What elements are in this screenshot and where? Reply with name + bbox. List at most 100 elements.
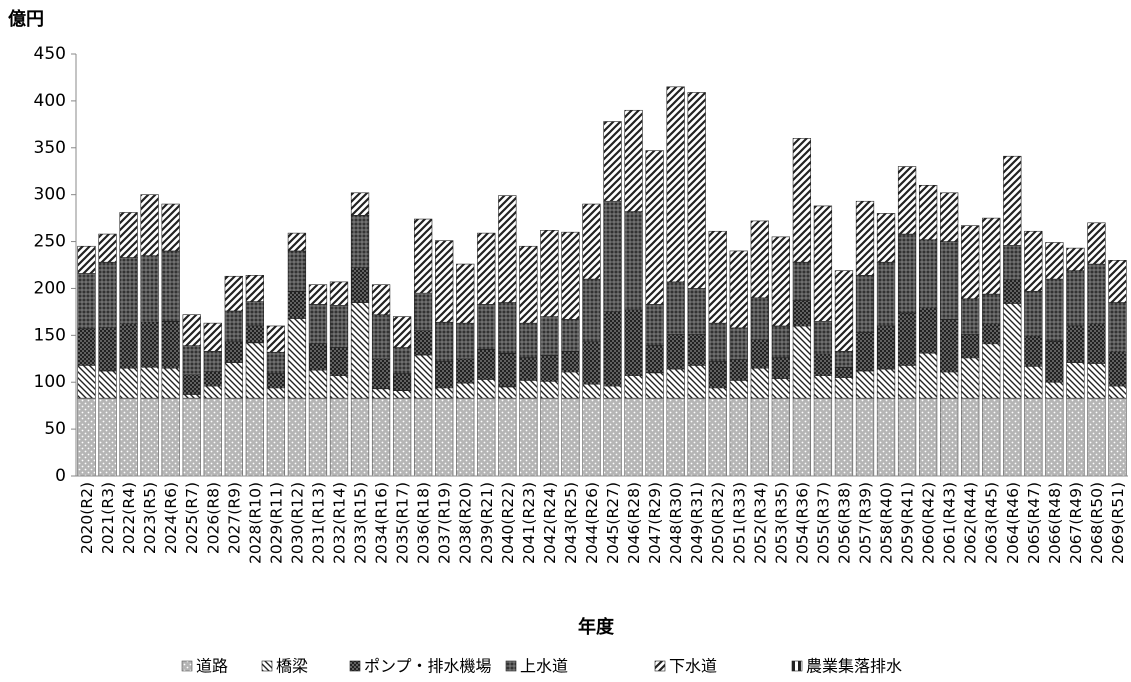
bar-segment — [266, 397, 286, 477]
bar-segment — [834, 270, 854, 352]
bar-segment — [435, 240, 454, 323]
bar-segment — [897, 365, 917, 399]
bar-segment — [624, 109, 643, 212]
x-axis-title: 年度 — [578, 616, 615, 638]
bar-segment — [350, 267, 370, 303]
x-tick-label: 2029(R11) — [267, 482, 285, 564]
bar-segment — [456, 382, 475, 399]
y-tick-label: 100 — [34, 372, 66, 392]
x-tick-label: 2038(R20) — [457, 482, 475, 564]
legend-swatch — [261, 660, 273, 672]
bar-segment — [834, 366, 854, 378]
x-tick-group: 2069(R51) — [1109, 482, 1127, 564]
x-tick-label: 2051(R33) — [730, 482, 748, 564]
bar-segment — [540, 397, 559, 477]
bar-segment — [624, 397, 643, 477]
legend-swatch — [505, 660, 517, 672]
bar-segment — [1045, 381, 1064, 399]
x-tick-label: 2037(R19) — [436, 482, 454, 564]
bar-segment — [666, 368, 685, 399]
bar-segment — [350, 397, 370, 477]
bar-segment — [834, 377, 854, 399]
bar-segment — [961, 397, 980, 477]
x-tick-group: 2020(R2) — [78, 482, 96, 554]
bar-segment — [98, 397, 117, 477]
bar-segment — [582, 383, 601, 399]
y-tick-label: 0 — [55, 466, 66, 486]
x-tick-group: 2045(R27) — [604, 482, 622, 564]
bar-segment — [77, 365, 96, 399]
bar-segment — [1066, 397, 1085, 477]
legend-label: 上水道 — [520, 657, 568, 676]
bar-segment — [287, 318, 307, 399]
bar-segment — [77, 273, 96, 330]
bar-segment — [582, 341, 601, 385]
bar-segment — [750, 297, 769, 341]
x-tick-label: 2025(R7) — [183, 482, 201, 554]
bar-segment — [771, 357, 790, 379]
bar-segment — [329, 397, 349, 477]
bar-segment — [792, 397, 812, 477]
x-tick-group: 2024(R6) — [162, 482, 180, 554]
bar-segment — [687, 334, 706, 366]
bar-segment — [940, 192, 959, 242]
bar-segment — [203, 371, 222, 387]
bar-segment — [182, 345, 201, 376]
x-tick-group: 2028(R10) — [246, 482, 264, 564]
bar-segment — [308, 304, 328, 345]
bar-segment — [1066, 247, 1085, 271]
bar-segment — [624, 309, 643, 376]
bar-segment — [1087, 397, 1106, 477]
legend-swatch — [349, 660, 361, 672]
x-tick-label: 2047(R29) — [646, 482, 664, 564]
bar-segment — [477, 397, 496, 477]
x-tick-group: 2038(R20) — [457, 482, 475, 564]
x-tick-label: 2048(R30) — [667, 482, 685, 564]
bar-segment — [329, 375, 349, 399]
bar-segment — [245, 397, 264, 477]
bar-segment — [392, 373, 412, 391]
x-tick-label: 2035(R17) — [394, 482, 412, 564]
x-tick-group: 2025(R7) — [183, 482, 201, 554]
bar-segment — [813, 320, 833, 355]
bar-segment — [940, 371, 959, 399]
bar-segment — [561, 397, 580, 477]
bar-segment — [287, 290, 307, 319]
bar-segment — [119, 323, 138, 369]
bar-segment — [477, 304, 496, 350]
bar-segment — [729, 359, 748, 381]
bar-segment — [140, 366, 159, 399]
x-tick-label: 2068(R50) — [1088, 482, 1106, 564]
x-tick-label: 2053(R35) — [772, 482, 790, 564]
bar-segment — [477, 349, 496, 380]
bar-segment — [371, 397, 391, 477]
bar-segment — [582, 278, 601, 343]
bar-segment — [1108, 385, 1127, 399]
bar-segment — [414, 397, 433, 477]
bar-segment — [982, 323, 1001, 345]
bar-segment — [350, 214, 370, 269]
x-tick-label: 2034(R16) — [373, 482, 391, 564]
bar-segment — [708, 387, 727, 399]
y-tick-label: 450 — [34, 44, 66, 64]
bar-segment — [666, 86, 685, 283]
x-tick-label: 2063(R45) — [983, 482, 1001, 564]
bar-segment — [687, 365, 706, 399]
x-tick-label: 2020(R2) — [78, 482, 96, 554]
bar-segment — [729, 397, 748, 477]
bar-segment — [708, 230, 727, 324]
x-tick-label: 2049(R31) — [688, 482, 706, 564]
bar-segment — [792, 325, 812, 399]
bar-segment — [582, 397, 601, 477]
bar-segment — [708, 361, 727, 389]
bar-segment — [98, 327, 117, 372]
x-tick-label: 2067(R49) — [1067, 482, 1085, 564]
bar-segment — [1045, 340, 1064, 383]
x-tick-label: 2030(R12) — [288, 482, 306, 564]
bar-segment — [1024, 290, 1043, 337]
legend-label: ポンプ・排水機場 — [364, 657, 492, 676]
legend-swatch — [181, 660, 193, 672]
legend-label: 下水道 — [669, 657, 717, 676]
x-tick-group: 2026(R8) — [204, 482, 222, 554]
x-tick-group: 2040(R22) — [499, 482, 517, 564]
